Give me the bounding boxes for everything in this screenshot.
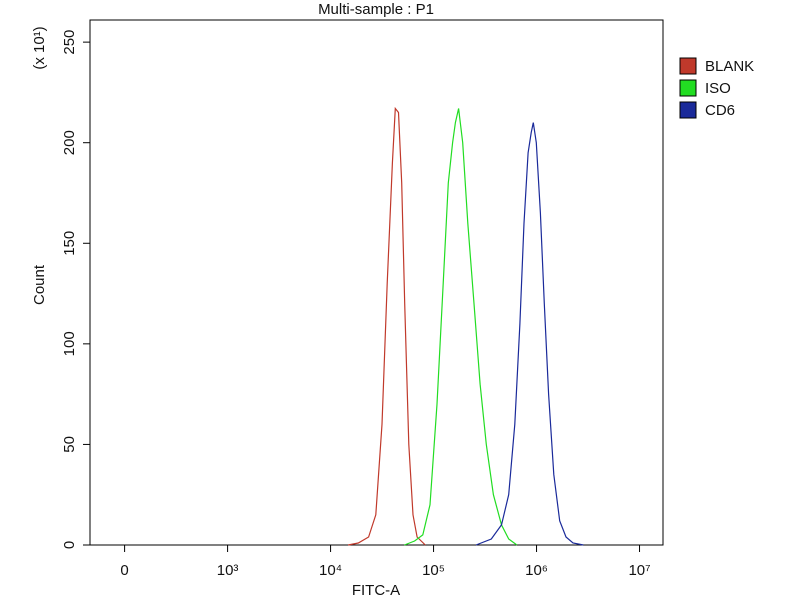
legend-label: BLANK: [705, 58, 754, 75]
histogram-line: [475, 122, 584, 546]
y-tick-label: 0: [61, 541, 78, 549]
plot-frame: [89, 19, 664, 546]
histogram-line: [347, 106, 426, 546]
y-multiplier: (x 10¹): [31, 26, 48, 69]
y-tick-label: 50: [61, 436, 78, 453]
legend-label: CD6: [705, 102, 735, 119]
legend-swatch: [679, 57, 697, 75]
y-tick-label: 250: [61, 30, 78, 55]
x-tick-label: 10³: [217, 562, 239, 579]
histogram-line: [404, 108, 518, 546]
x-tick-label: 10⁵: [422, 562, 445, 579]
x-tick-label: 0: [120, 562, 128, 579]
x-tick-label: 10⁴: [319, 562, 342, 579]
legend-label: ISO: [705, 80, 731, 97]
x-tick-label: 10⁷: [628, 562, 650, 579]
legend-swatch: [679, 79, 697, 97]
y-tick-label: 200: [61, 130, 78, 155]
y-tick-label: 150: [61, 231, 78, 256]
y-axis-label: Count: [31, 264, 48, 305]
y-tick-label: 100: [61, 331, 78, 356]
x-tick-label: 10⁶: [525, 562, 548, 579]
chart-title: Multi-sample : P1: [318, 1, 434, 18]
legend-swatch: [679, 101, 697, 119]
x-axis-label: FITC-A: [352, 582, 400, 599]
